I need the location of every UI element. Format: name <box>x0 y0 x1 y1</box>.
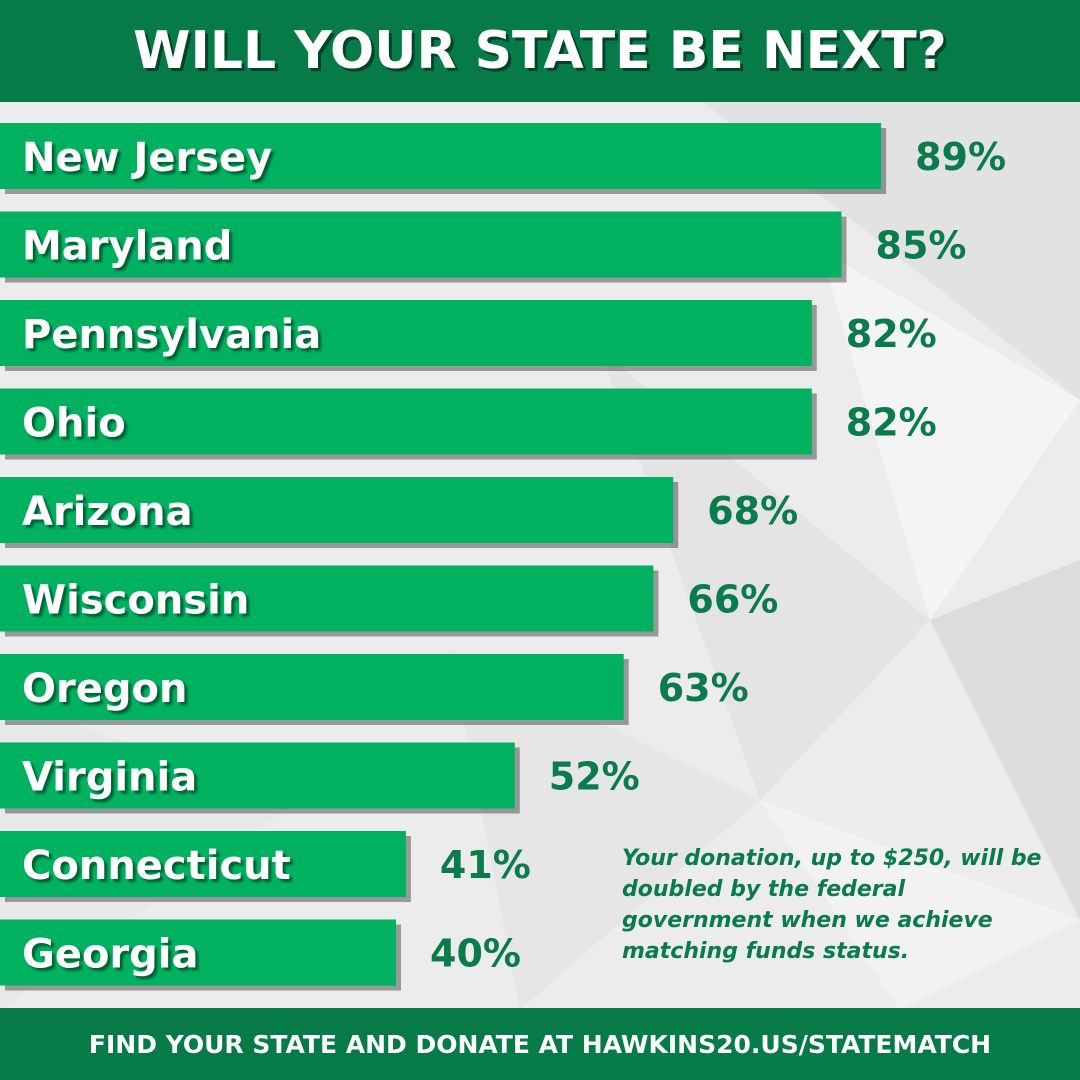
bar-label: Connecticut <box>22 843 291 889</box>
bar-label: Wisconsin <box>22 578 249 624</box>
page-title: WILL YOUR STATE BE NEXT? <box>133 21 947 81</box>
bar-georgia <box>0 919 396 986</box>
value-label: 52% <box>549 755 640 799</box>
value-label: 89% <box>915 135 1006 179</box>
bar-label: Georgia <box>22 932 199 978</box>
bar-pennsylvania <box>0 300 812 366</box>
value-label: 66% <box>687 578 778 622</box>
bar-label: New Jersey <box>22 135 272 181</box>
footer-cta: FIND YOUR STATE AND DONATE AT HAWKINS20.… <box>88 1029 992 1059</box>
header-banner: WILL YOUR STATE BE NEXT? <box>0 0 1080 102</box>
bar-virginia <box>0 742 515 809</box>
bar-label: Maryland <box>22 224 232 270</box>
value-label: 68% <box>707 489 798 533</box>
bar-label: Oregon <box>22 666 187 712</box>
value-label: 40% <box>430 932 521 976</box>
bar-label: Arizona <box>22 489 193 535</box>
bar-ohio <box>0 388 812 455</box>
bar-label: Ohio <box>22 401 126 447</box>
bar-new-jersey <box>0 123 882 189</box>
footer-banner: FIND YOUR STATE AND DONATE AT HAWKINS20.… <box>0 1008 1080 1080</box>
value-label: 82% <box>846 401 937 445</box>
value-label: 82% <box>846 312 937 356</box>
bar-connecticut <box>0 831 406 897</box>
donation-note: Your donation, up to $250, will be doubl… <box>622 846 1042 964</box>
bar-oregon <box>0 654 624 720</box>
bar-label: Virginia <box>22 755 197 801</box>
value-label: 41% <box>440 843 531 887</box>
bar-wisconsin <box>0 565 654 632</box>
value-label: 63% <box>658 666 749 710</box>
bar-maryland <box>0 211 842 278</box>
bar-arizona <box>0 477 674 543</box>
bar-label: Pennsylvania <box>22 312 321 358</box>
value-label: 85% <box>876 224 967 268</box>
